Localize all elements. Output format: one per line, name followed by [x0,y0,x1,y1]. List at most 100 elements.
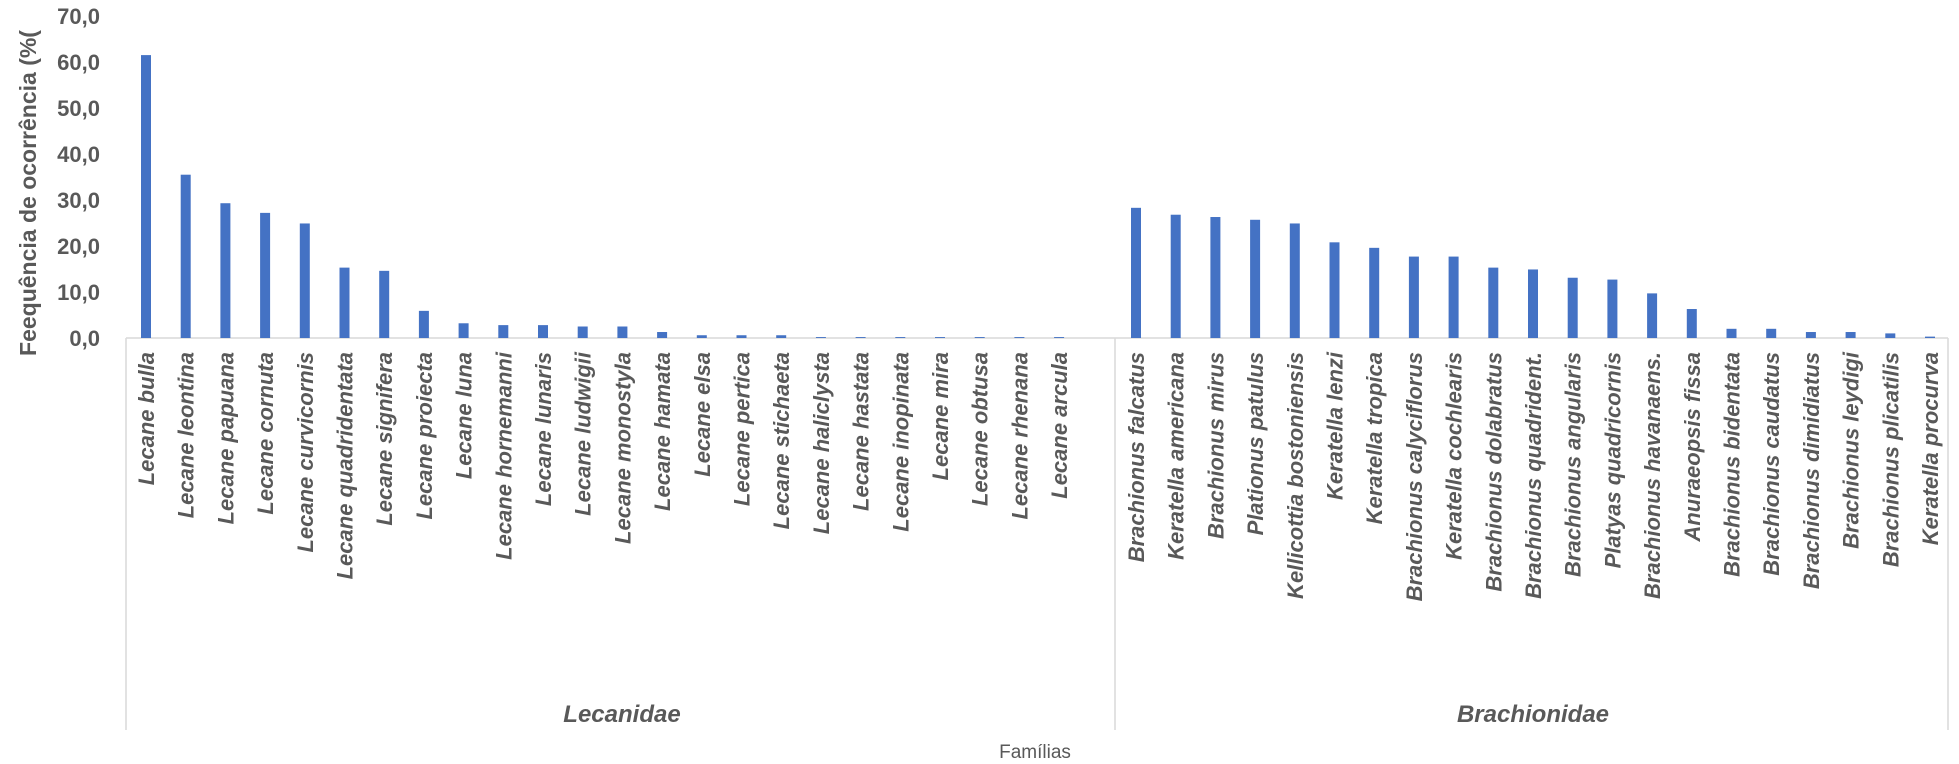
x-tick-label: Brachionus leydigi [1839,351,1864,549]
bar [1250,219,1261,338]
bar [220,203,231,338]
bar [895,337,906,338]
x-tick-label: Lecane lunaris [531,352,556,506]
bar [974,337,985,338]
x-tick-label: Brachionus angularis [1561,352,1586,577]
bar [1131,207,1141,338]
x-tick-label: Plationus patulus [1243,352,1268,535]
y-tick-label: 70,0 [57,4,100,29]
x-tick-label: Keratella procurva [1918,352,1943,545]
x-tick-label: Lecane mira [928,352,953,480]
bar [776,335,787,338]
bar [815,337,826,338]
x-tick-label: Brachionus dimidiatus [1799,352,1824,589]
bar [1805,332,1816,338]
x-tick-label: Platyas quadricornis [1600,352,1625,568]
bar [657,332,668,338]
x-tick-label: Keratella americana [1164,352,1189,560]
bar [1488,267,1499,338]
bar [736,335,747,338]
bar [1845,332,1856,338]
bar [458,323,469,338]
x-tick-label: Lecane monostyla [610,352,635,544]
x-tick-label: Brachionus dolabratus [1481,352,1506,592]
bar [1607,279,1618,338]
x-tick-label: Lecane elsa [690,352,715,477]
bar [617,326,628,338]
bar [577,326,588,338]
bar [1369,247,1380,338]
x-tick-label: Keratella lenzi [1323,351,1348,500]
x-tick-label: Keratella cochlearis [1442,352,1467,560]
x-tick-label: Lecane obtusa [968,352,993,506]
x-tick-label: Brachionus bidentata [1720,352,1745,577]
bar [1925,336,1935,338]
x-tick-label: Lecane quadridentata [333,352,358,579]
x-tick-label: Brachionus caudatus [1759,352,1784,576]
group-label: Brachionidae [1457,701,1609,728]
y-tick-label: 20,0 [57,234,100,259]
x-tick-label: Lecane pertica [730,352,755,506]
x-tick-label: Lecane cornuta [253,352,278,515]
bar [1528,269,1538,338]
bar [180,174,191,338]
bar [339,267,350,338]
y-tick-label: 0,0 [69,326,100,351]
bar [1647,293,1658,338]
bar [299,223,310,338]
bar [1329,242,1340,338]
bar [1408,256,1419,338]
x-tick-label: Lecane hamata [650,352,675,511]
x-tick-label: Brachionus falcatus [1124,352,1149,562]
y-tick-label: 60,0 [57,50,100,75]
x-tick-label: Lecane signifera [372,352,397,526]
x-axis-title: Famílias [999,742,1071,763]
bar [855,337,866,338]
x-tick-label: Lecane proiecta [412,352,437,520]
x-tick-label: Lecane inopinata [888,352,913,532]
y-tick-label: 40,0 [57,142,100,167]
x-tick-label: Lecane luna [452,352,477,479]
x-tick-label: Lecane hastata [849,352,874,511]
y-axis-title: Feequência de ocorrência (%( [15,30,41,356]
x-tick-label: Lecane arcula [1047,352,1072,499]
group-label: Lecanidae [563,701,680,728]
bar [1766,328,1777,338]
x-tick-label: Lecane rhenana [1007,352,1032,520]
bar [1289,223,1300,338]
x-tick-label: Lecane papuana [213,352,238,524]
x-tick-label: Lecane bulla [134,352,159,485]
x-tick-label: Anuraeopsis fissa [1680,352,1705,543]
bar [418,310,429,338]
x-tick-label: Brachionus mirus [1203,352,1228,539]
bar [1170,214,1181,338]
bar [1014,337,1025,338]
x-tick-label: Brachionus havanaens. [1640,352,1665,599]
x-tick-label: Lecane ludwigii [571,351,596,516]
bar [498,325,509,338]
y-tick-label: 10,0 [57,280,100,305]
bar [379,270,390,338]
bar [538,325,548,338]
bar [935,337,945,338]
bar [1686,309,1697,338]
x-tick-label: Kellicottia bostoniensis [1283,352,1308,599]
bar [1567,277,1578,338]
x-tick-label: Brachionus calyciflorus [1402,352,1427,601]
x-tick-label: Lecane leontina [174,352,199,518]
y-tick-label: 50,0 [57,96,100,121]
x-tick-label: Keratella tropica [1362,352,1387,524]
bar [1054,337,1065,338]
x-tick-label: Brachionus quadrident. [1521,352,1546,599]
x-tick-label: Brachionus plicatilis [1878,352,1903,567]
bar [1885,333,1896,338]
bar [1726,328,1737,338]
bar [1448,256,1459,338]
bar [260,212,271,338]
bar [696,335,707,338]
x-tick-label: Lecane curvicornis [293,352,318,553]
x-tick-label: Lecane hornemanni [491,351,516,560]
y-tick-label: 30,0 [57,188,100,213]
